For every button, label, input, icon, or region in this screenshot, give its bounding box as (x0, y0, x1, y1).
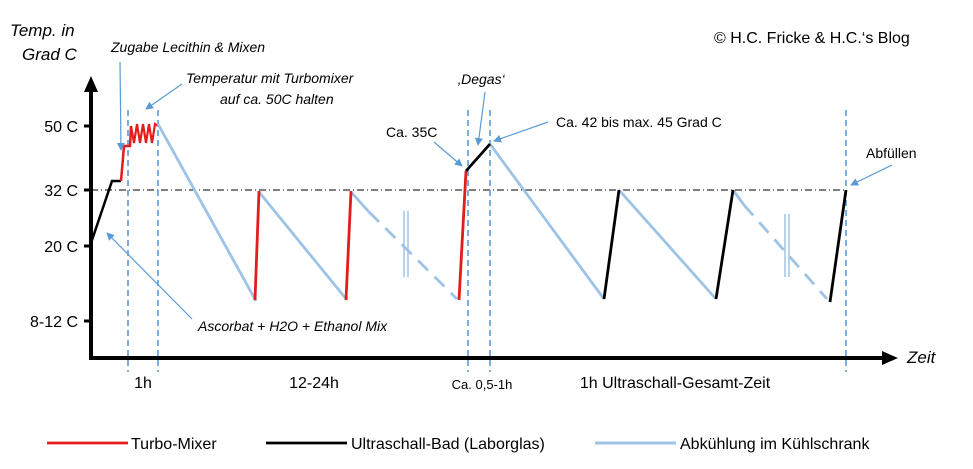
annotation-ca42: Ca. 42 bis max. 45 Grad C (556, 114, 722, 130)
y-tick-label-20: 20 C (44, 239, 78, 256)
legend: Turbo-Mixer Ultraschall-Bad (Laborglas) … (47, 436, 870, 453)
ultrasonic-3 (714, 189, 735, 300)
legend-label-turbo: Turbo-Mixer (131, 436, 217, 453)
y-tick-label-32: 32 C (44, 183, 78, 200)
legend-label-cooling: Abkühlung im Kühlschrank (680, 436, 870, 453)
phase-markers (127, 110, 847, 372)
annotation-degas: ‚Degas‘ (457, 71, 506, 87)
phase-label-ultrasonic-total: 1h Ultraschall-Gesamt-Zeit (580, 375, 771, 392)
turbo-segment-zigzag (129, 122, 159, 144)
cooling-6a (731, 189, 746, 206)
ultrasonic-segment-initial (89, 179, 121, 244)
cooling-3b (368, 211, 458, 300)
phase-label-12-24h: 12-24h (289, 375, 339, 392)
cooling-5 (617, 189, 718, 300)
annotation-turbo-line1: Temperatur mit Turbomixer (186, 70, 355, 86)
cooling-6b (742, 204, 829, 300)
x-axis-arrowhead (882, 351, 898, 365)
arrow-ca35 (433, 141, 463, 167)
copyright-text: © H.C. Fricke & H.C.‘s Blog (714, 30, 910, 47)
cooling-1 (156, 123, 258, 302)
annotation-lecithin: Zugabe Lecithin & Mixen (110, 39, 265, 55)
cooling-lines-dashed (368, 204, 829, 300)
turbo-segment-heat-up (119, 125, 133, 182)
arrow-ascorbat (106, 232, 193, 320)
break-marks (403, 211, 790, 277)
cooling-2 (257, 191, 349, 301)
cooling-lines (156, 123, 746, 302)
annotation-ca35: Ca. 35C (386, 124, 437, 140)
cooling-4 (488, 143, 606, 300)
y-tick-label-50: 50 C (44, 119, 78, 136)
y-axis-arrowhead (84, 76, 98, 92)
ultrasonic-degas (464, 143, 492, 172)
annotation-turbo-line2: auf ca. 50C halten (220, 91, 334, 107)
x-axis-title: Zeit (906, 348, 937, 367)
y-axis-title-line2: Grad C (22, 45, 78, 64)
cooling-3a (349, 191, 371, 213)
turbo-reheat-lines (253, 170, 468, 301)
annotation-abfuellen: Abfüllen (866, 145, 917, 161)
arrow-ca42 (493, 121, 549, 143)
ultrasonic-lines (464, 143, 848, 303)
arrow-turbo (145, 83, 183, 110)
ultrasonic-4 (828, 189, 848, 303)
phase-label-1h: 1h (134, 375, 152, 392)
y-tick-label-8-12: 8-12 C (30, 314, 78, 331)
annotation-ascorbat: Ascorbat + H2O + Ethanol Mix (197, 318, 388, 334)
arrow-abfuellen (850, 164, 893, 186)
ultrasonic-2 (602, 189, 621, 300)
arrow-degas (474, 91, 486, 146)
legend-label-ultrasonic: Ultraschall-Bad (Laborglas) (351, 436, 545, 453)
turbo-reheat-1 (253, 190, 261, 301)
phase-label-0-5-1h: Ca. 0,5-1h (452, 377, 513, 392)
arrow-lecithin (116, 61, 125, 151)
turbo-reheat-3 (457, 170, 468, 301)
y-axis-title-line1: Temp. in (10, 21, 75, 40)
annotation-arrows (106, 61, 893, 320)
turbo-reheat-2 (344, 190, 353, 301)
